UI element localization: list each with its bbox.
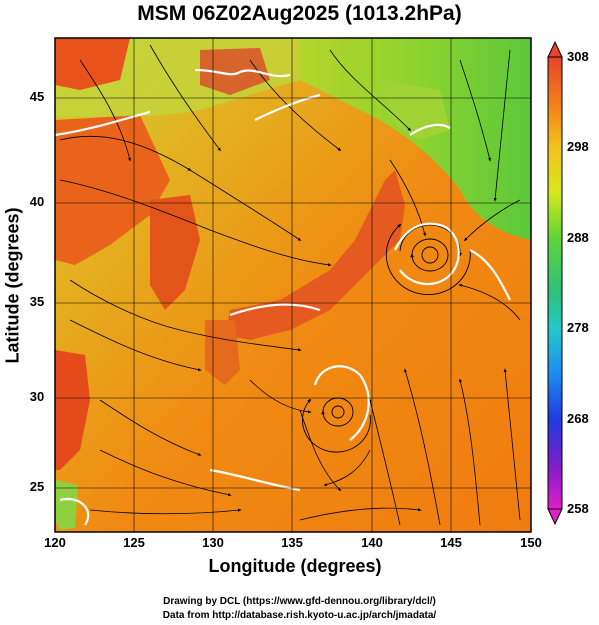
map-title: MSM 06Z02Aug2025 (1013.2hPa) [137, 2, 462, 25]
streamline [459, 59, 492, 162]
streamline [59, 135, 302, 241]
streamlines [59, 44, 521, 526]
contour-line [55, 110, 151, 137]
streamline [389, 159, 427, 237]
colorbar-tick-label: 288 [567, 230, 589, 245]
streamline [69, 319, 202, 372]
x-tick-label: 130 [202, 535, 224, 550]
manchuria-land [200, 48, 270, 95]
colorbar-bar [547, 56, 563, 510]
contour-line [229, 303, 321, 317]
y-tick-label: 40 [29, 194, 45, 209]
streamline [99, 449, 232, 497]
contour-line [254, 93, 321, 121]
colorbar-tick-label: 258 [567, 501, 589, 516]
plot-frame [54, 37, 532, 533]
y-tick-label: 45 [29, 89, 45, 104]
streamline [299, 409, 342, 492]
lat-lon-grid [55, 38, 531, 532]
colorbar [547, 40, 563, 526]
colorbar-tick-label: 268 [567, 411, 589, 426]
x-axis-label: Longitude (degrees) [208, 556, 382, 576]
japan-honshu [225, 170, 405, 340]
taiwan-land [55, 480, 78, 530]
streamline [59, 179, 332, 267]
streamline [299, 507, 422, 521]
mongolia-land [55, 38, 130, 90]
streamline [458, 283, 521, 321]
y-tick-label: 25 [29, 479, 45, 494]
temperature-contours [55, 68, 511, 526]
map-field [55, 38, 531, 532]
contour-line [209, 468, 301, 492]
x-tick-label: 120 [44, 535, 66, 550]
streamline [79, 59, 132, 162]
china-coast-south [55, 350, 90, 470]
streamline [323, 449, 371, 487]
y-tick-label: 30 [29, 389, 45, 404]
japan-kyushu [205, 320, 240, 385]
colorbar-tick-label: 308 [567, 49, 589, 64]
streamline [503, 368, 521, 521]
contour-line [59, 497, 90, 526]
streamline [368, 398, 401, 526]
colorbar-bottom-triangle [547, 508, 563, 526]
streamline [493, 49, 511, 202]
streamline [249, 379, 312, 414]
streamline [329, 49, 412, 132]
colorbar-tick-label: 278 [567, 320, 589, 335]
streamline [99, 399, 202, 456]
streamline [458, 378, 481, 526]
x-tick-label: 125 [123, 535, 145, 550]
drawing-credit: Drawing by DCL (https://www.gfd-dennou.o… [163, 596, 436, 607]
data-credit: Data from http://database.rish.kyoto-u.a… [162, 610, 437, 621]
contour-line [394, 222, 460, 286]
streamline [69, 279, 302, 352]
colorbar-top-triangle [547, 40, 563, 58]
y-axis-label: Latitude (degrees) [2, 207, 23, 364]
x-tick-label: 145 [440, 535, 462, 550]
streamline [149, 44, 221, 152]
y-tick-label: 35 [29, 294, 45, 309]
contour-line [313, 365, 370, 441]
cyclone-south [302, 397, 371, 453]
contour-line [409, 123, 451, 136]
x-tick-label: 150 [520, 535, 542, 550]
china-land [55, 115, 170, 265]
streamline [404, 368, 441, 526]
x-tick-label: 140 [361, 535, 383, 550]
streamline [89, 508, 242, 515]
contour-line [469, 249, 511, 301]
x-tick-label: 135 [281, 535, 303, 550]
colorbar-tick-label: 298 [567, 139, 589, 154]
north-cool-region [300, 38, 531, 240]
contour-line [194, 68, 291, 78]
